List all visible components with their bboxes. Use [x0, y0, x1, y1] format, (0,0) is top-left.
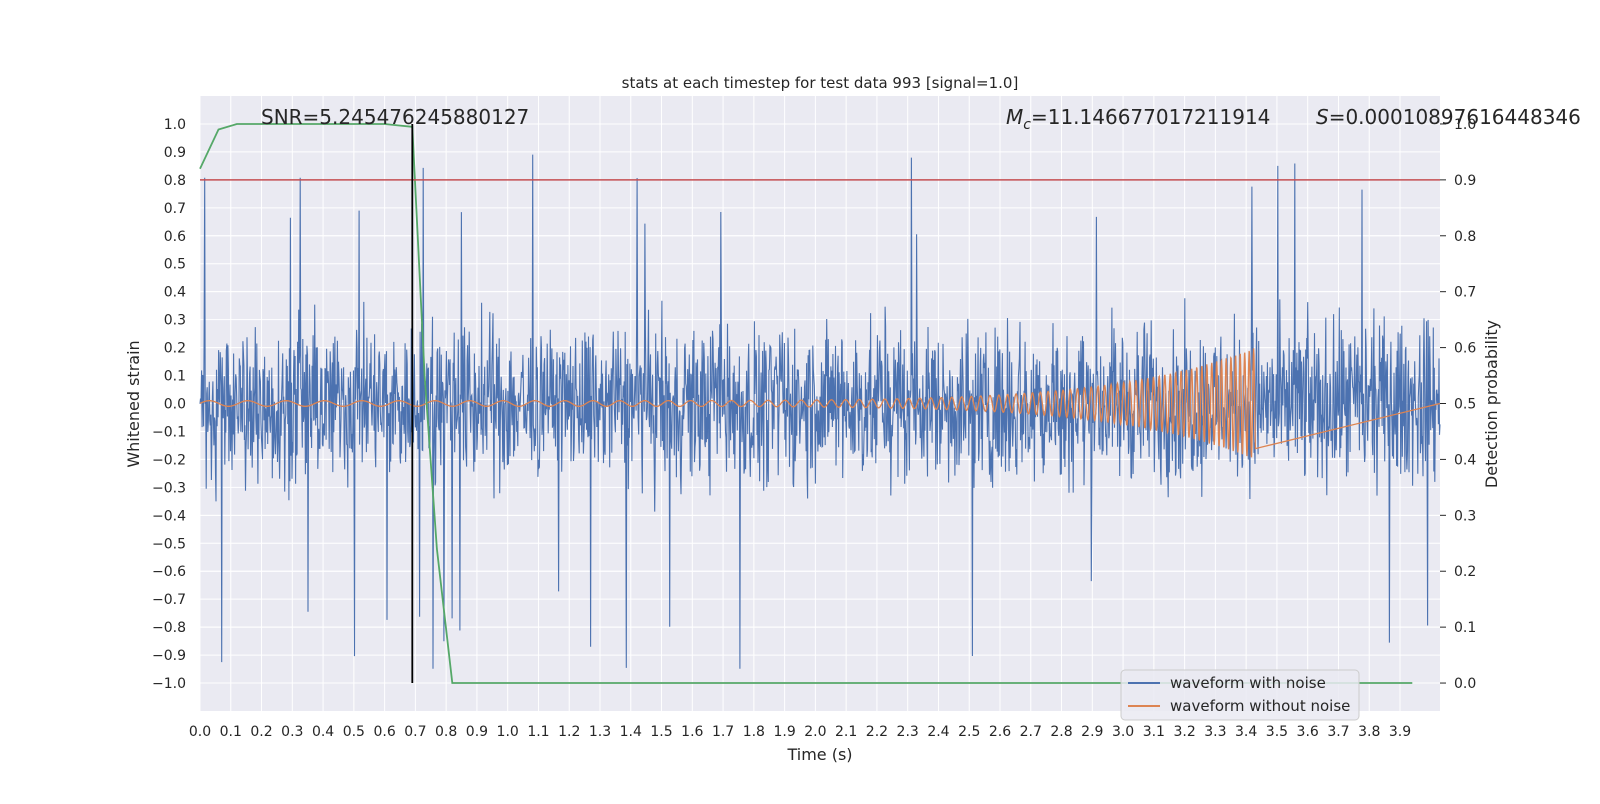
x-tick-label: 1.8 [743, 724, 765, 740]
y-tick-label: 0.8 [164, 173, 186, 189]
y-tick-label: 0.4 [164, 285, 186, 301]
x-tick-label: 0.6 [373, 724, 395, 740]
y-tick-label: −1.0 [152, 676, 186, 692]
y-tick-label: −0.3 [152, 480, 186, 496]
x-tick-label: 0.9 [466, 724, 488, 740]
clean-waveform-line [199, 348, 1441, 458]
y2-tick-label: 0.2 [1454, 564, 1476, 580]
x-tick-label: 0.7 [404, 724, 426, 740]
x-tick-label: 2.3 [897, 724, 919, 740]
x-tick-label: 2.8 [1050, 724, 1072, 740]
x-tick-label: 1.2 [558, 724, 580, 740]
x-tick-label: 3.4 [1235, 724, 1257, 740]
tick-labels: 0.0 0.1 0.2 0.3 0.4 0.5 0.6 0.7 0.8 0.9 1.0 1.1 1.2 1… [152, 117, 1476, 740]
y-tick-label: 0.3 [164, 313, 186, 329]
x-tick-label: 3.3 [1204, 724, 1226, 740]
x-tick-label: 3.8 [1358, 724, 1380, 740]
x-tick-label: 1.4 [620, 724, 642, 740]
x-tick-label: 2.0 [804, 724, 826, 740]
x-tick-label: 3.0 [1112, 724, 1134, 740]
y-axis-label: Whitened strain [124, 340, 143, 467]
x-tick-label: 2.2 [866, 724, 888, 740]
x-tick-label: 2.4 [927, 724, 949, 740]
y2-tick-label: 0.6 [1454, 341, 1476, 357]
x-tick-label: 1.9 [773, 724, 795, 740]
y2-tick-label: 0.4 [1454, 452, 1476, 468]
y-tick-label: −0.2 [152, 452, 186, 468]
y2-tick-label: 0.5 [1454, 397, 1476, 413]
x-tick-label: 3.2 [1173, 724, 1195, 740]
mc-subscript: c [1023, 117, 1031, 133]
y-tick-label: −0.6 [152, 564, 186, 580]
y-tick-label: 1.0 [164, 117, 186, 133]
x-tick-label: 3.1 [1143, 724, 1165, 740]
y2-axis-label: Detection probability [1482, 320, 1501, 488]
y-tick-label: −0.4 [152, 508, 186, 524]
x-tick-label: 0.5 [343, 724, 365, 740]
x-tick-label: 0.4 [312, 724, 334, 740]
x-tick-label: 0.2 [250, 724, 272, 740]
y2-tick-label: 1.0 [1454, 117, 1476, 133]
x-tick-label: 1.7 [712, 724, 734, 740]
y-tick-label: −0.9 [152, 648, 186, 664]
x-tick-label: 0.0 [189, 724, 211, 740]
x-tick-label: 0.3 [281, 724, 303, 740]
x-tick-label: 1.0 [497, 724, 519, 740]
legend-label-clean: waveform without noise [1170, 697, 1350, 715]
chart-title: stats at each timestep for test data 993… [622, 74, 1019, 92]
x-tick-label: 1.1 [527, 724, 549, 740]
reference-lines [200, 123, 1440, 684]
x-tick-label: 3.6 [1297, 724, 1319, 740]
x-tick-label: 2.6 [989, 724, 1011, 740]
y2-tick-label: 0.7 [1454, 285, 1476, 301]
x-tick-label: 3.7 [1327, 724, 1349, 740]
x-tick-label: 3.5 [1266, 724, 1288, 740]
x-tick-label: 0.8 [435, 724, 457, 740]
x-tick-label: 2.5 [958, 724, 980, 740]
legend-box [1120, 669, 1360, 721]
y-tick-label: 0.0 [164, 397, 186, 413]
s-value: =0.00010897616448346 [1329, 105, 1581, 129]
y-tick-label: 0.2 [164, 341, 186, 357]
x-tick-label: 1.3 [589, 724, 611, 740]
y-tick-label: −0.8 [152, 620, 186, 636]
y-tick-label: 0.6 [164, 229, 186, 245]
x-tick-label: 3.9 [1389, 724, 1411, 740]
legend: waveform with noise waveform without noi… [1120, 669, 1360, 721]
x-tick-label: 2.7 [1020, 724, 1042, 740]
noisy-waveform-line [199, 154, 1441, 669]
legend-label-noise: waveform with noise [1170, 674, 1326, 692]
y-tick-label: −0.1 [152, 424, 186, 440]
x-tick-label: 2.1 [835, 724, 857, 740]
x-tick-label: 1.6 [681, 724, 703, 740]
y2-tick-label: 0.9 [1454, 173, 1476, 189]
y-tick-label: 0.5 [164, 257, 186, 273]
y2-tick-label: 0.8 [1454, 229, 1476, 245]
y2-tick-label: 0.0 [1454, 676, 1476, 692]
x-axis-label: Time (s) [786, 745, 852, 764]
x-tick-label: 1.5 [650, 724, 672, 740]
snr-annotation: SNR=5.245476245880127 [261, 105, 529, 129]
mc-symbol: M [1006, 105, 1023, 129]
y-tick-label: −0.5 [152, 536, 186, 552]
y2-tick-label: 0.3 [1454, 508, 1476, 524]
y-tick-label: 0.1 [164, 369, 186, 385]
y-tick-label: 0.7 [164, 201, 186, 217]
s-annotation: S=0.00010897616448346 [1316, 105, 1581, 129]
s-symbol: S [1316, 105, 1329, 129]
y-tick-label: 0.9 [164, 145, 186, 161]
y-tick-label: −0.7 [152, 592, 186, 608]
mc-value: =11.146677017211914 [1031, 105, 1270, 129]
x-tick-label: 0.1 [220, 724, 242, 740]
y2-tick-label: 0.1 [1454, 620, 1476, 636]
mc-annotation: Mc=11.146677017211914 [1006, 105, 1270, 133]
x-tick-label: 2.9 [1081, 724, 1103, 740]
